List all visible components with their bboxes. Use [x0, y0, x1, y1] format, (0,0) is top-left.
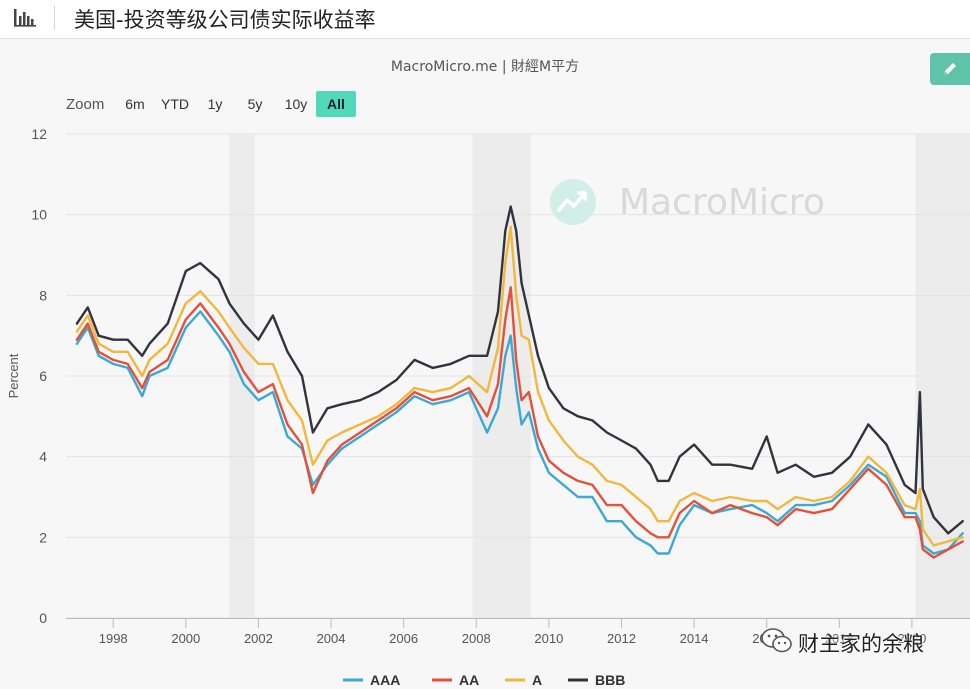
zoom-6m-button[interactable]: 6m	[125, 96, 145, 112]
series-line-bbb	[75, 205, 964, 535]
bar-chart-icon[interactable]	[12, 7, 38, 29]
x-tick-label: 2000	[171, 631, 200, 646]
x-tick-label: 2018	[825, 631, 854, 646]
edit-button[interactable]	[930, 53, 970, 85]
pencil-icon	[944, 63, 956, 75]
x-tick-label: 2012	[607, 631, 636, 646]
x-tick-label: 2008	[462, 631, 491, 646]
y-tick-label: 6	[39, 368, 47, 384]
legend-label-aaa: AAA	[370, 672, 400, 688]
zoom-5y-button[interactable]: 5y	[247, 96, 263, 112]
x-tick-label: 2004	[317, 631, 346, 646]
y-axis-label: Percent	[6, 353, 21, 398]
zoom-all-button[interactable]: All	[316, 91, 356, 117]
title-bar: 美国-投资等级公司债实际收益率	[0, 0, 970, 39]
zoom-ytd-button[interactable]: YTD	[161, 96, 189, 112]
series-line-aaa	[75, 310, 964, 555]
zoom-1y-button[interactable]: 1y	[207, 96, 223, 112]
zoom-label: Zoom	[66, 96, 105, 113]
legend-label-aa: AA	[459, 672, 479, 688]
y-tick-label: 0	[39, 610, 47, 626]
wechat-badge-text: 财主家的余粮	[798, 632, 924, 656]
y-tick-label: 2	[39, 529, 47, 545]
series-line-a	[75, 225, 964, 547]
title-divider	[54, 6, 55, 30]
x-tick-label: 1998	[99, 631, 128, 646]
zoom-10y-button[interactable]: 10y	[284, 96, 308, 112]
legend-label-a: A	[532, 672, 542, 688]
x-tick-label: 2014	[680, 631, 709, 646]
y-tick-label: 4	[39, 449, 47, 465]
x-tick-label: 2020	[897, 631, 926, 646]
x-tick-label: 2006	[389, 631, 418, 646]
legend-label-bbb: BBB	[595, 672, 625, 688]
x-tick-label: 2002	[244, 631, 273, 646]
wechat-icon	[761, 628, 792, 653]
watermark-text: MacroMicro	[619, 182, 825, 223]
series-line-aa	[75, 286, 964, 559]
chart-source: MacroMicro.me | 財經M平方	[390, 59, 580, 75]
y-tick-label: 8	[39, 287, 47, 303]
y-tick-label: 12	[31, 126, 47, 142]
macromicro-logo-icon	[550, 179, 596, 225]
y-tick-label: 10	[31, 207, 47, 223]
page-title: 美国-投资等级公司债实际收益率	[74, 8, 376, 32]
x-tick-label: 2010	[534, 631, 563, 646]
